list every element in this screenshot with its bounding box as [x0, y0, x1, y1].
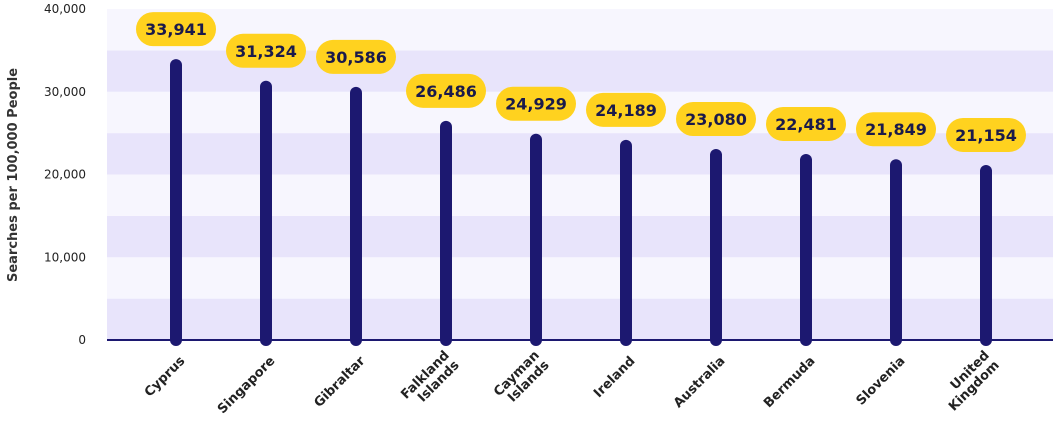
value-label-pill — [226, 33, 306, 68]
grid-band — [107, 257, 1053, 299]
bars — [170, 59, 992, 346]
value-label: 24,189 — [586, 92, 666, 127]
value-label: 33,941 — [136, 12, 216, 47]
y-axis-label: Searches per 100,000 People — [6, 68, 21, 282]
y-tick-label: 30,000 — [44, 85, 86, 99]
value-label: 30,586 — [316, 39, 396, 74]
value-label-text: 24,189 — [595, 101, 657, 120]
y-tick-label: 10,000 — [44, 250, 86, 264]
category-label: Cyprus — [142, 354, 189, 401]
value-label-pill — [496, 86, 576, 121]
value-label-pill — [946, 117, 1026, 152]
grid-band — [107, 215, 1053, 258]
category-label: Bermuda — [761, 354, 818, 411]
value-label-pill — [586, 92, 666, 127]
y-tick-label: 40,000 — [44, 2, 86, 16]
value-label-pill — [406, 73, 486, 108]
category-label: FalklandIslands — [398, 348, 462, 412]
value-label-text: 30,586 — [325, 48, 387, 67]
value-label: 31,324 — [226, 33, 306, 68]
value-label-text: 21,154 — [955, 126, 1017, 145]
value-label: 26,486 — [406, 73, 486, 108]
value-label: 21,849 — [856, 112, 936, 147]
value-label-pill — [856, 112, 936, 147]
y-tick-label: 0 — [78, 333, 86, 347]
value-label-text: 26,486 — [415, 82, 477, 101]
category-labels: Cyprus Singapore Gibraltar FalklandIslands C… — [142, 348, 1003, 417]
value-label-text: 21,849 — [865, 120, 927, 139]
grid-band — [107, 298, 1053, 340]
value-label: 22,481 — [766, 106, 846, 141]
value-label-pill — [676, 102, 756, 137]
y-tick-label: 20,000 — [44, 168, 86, 182]
category-label: Australia — [671, 354, 728, 411]
value-label-pill — [316, 39, 396, 74]
value-label: 21,154 — [946, 117, 1026, 152]
category-label: UnitedKingdom — [936, 348, 1002, 414]
category-label: Ireland — [591, 354, 638, 401]
value-label-pill — [766, 106, 846, 141]
value-label: 24,929 — [496, 86, 576, 121]
value-label-text: 31,324 — [235, 42, 297, 61]
value-label: 23,080 — [676, 102, 756, 137]
category-label: CaymanIslands — [491, 348, 553, 410]
value-label-text: 33,941 — [145, 20, 207, 39]
category-label: Slovenia — [854, 354, 909, 409]
value-label-text: 24,929 — [505, 95, 567, 114]
value-labels: 33,941 31,324 30,586 26,486 24,929 24,189 23,0… — [136, 12, 1026, 152]
category-label: Singapore — [215, 354, 278, 417]
y-axis-ticks: 0 10,000 20,000 30,000 40,000 — [44, 2, 86, 347]
category-label: Gibraltar — [311, 353, 368, 410]
value-label-text: 22,481 — [775, 115, 837, 134]
value-label-pill — [136, 12, 216, 47]
grid-band — [107, 174, 1053, 216]
value-label-text: 23,080 — [685, 110, 747, 129]
